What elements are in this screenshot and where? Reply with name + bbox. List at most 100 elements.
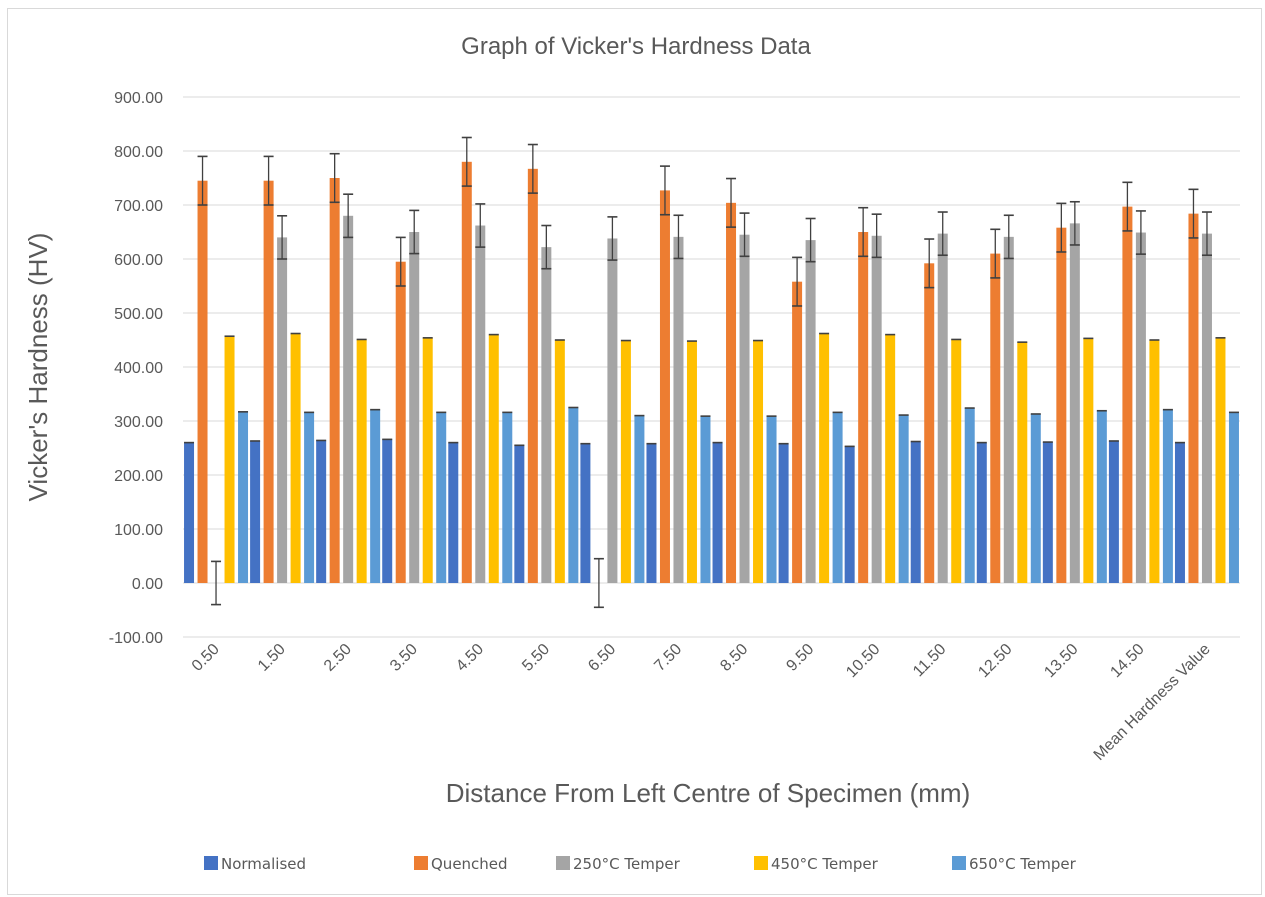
error-bars xyxy=(184,136,1239,609)
bar xyxy=(238,411,249,583)
bar xyxy=(343,215,354,584)
bar xyxy=(304,412,315,583)
bar xyxy=(646,443,657,583)
legend-swatch xyxy=(754,856,768,870)
x-axis-ticks: 0.50 1.50 2.50 3.50 4.50 5.50 6.50 7.50 8.50 9.50… xyxy=(189,641,1214,764)
x-tick-label: 0.50 xyxy=(189,641,223,675)
x-tick-label: 1.50 xyxy=(255,641,289,675)
bar xyxy=(514,445,525,583)
bar xyxy=(527,168,538,583)
x-tick-label: 11.50 xyxy=(910,641,950,681)
bar xyxy=(753,340,764,583)
bar xyxy=(951,339,962,583)
bar xyxy=(1162,409,1173,583)
y-tick-label: 700.00 xyxy=(114,198,163,215)
bar xyxy=(1083,338,1094,583)
bar xyxy=(964,408,975,583)
bar xyxy=(885,334,896,583)
bar xyxy=(329,178,340,583)
legend-label: 650°C Temper xyxy=(969,855,1077,873)
bar xyxy=(778,443,789,583)
bar xyxy=(1228,412,1239,583)
y-tick-label: 600.00 xyxy=(114,252,163,269)
x-tick-label: 7.50 xyxy=(651,641,685,675)
bar xyxy=(1003,236,1014,584)
bar xyxy=(1122,206,1133,583)
bar xyxy=(1201,233,1212,583)
y-tick-label: 500.00 xyxy=(114,306,163,323)
y-axis-ticks: -100.00 0.00 100.00 200.00 300.00 400.00 500.0… xyxy=(109,90,163,647)
bar xyxy=(554,340,565,583)
bar xyxy=(819,333,830,583)
bar xyxy=(1017,342,1028,583)
bar xyxy=(910,441,921,583)
bar xyxy=(184,442,195,583)
bar xyxy=(1108,440,1119,583)
bar xyxy=(1174,442,1185,583)
bar xyxy=(673,236,684,584)
bar xyxy=(1069,223,1080,584)
bar xyxy=(580,443,591,583)
bar xyxy=(712,442,723,583)
bar xyxy=(858,232,869,583)
bar xyxy=(488,334,499,583)
bar xyxy=(1096,410,1107,583)
x-tick-label: 5.50 xyxy=(519,641,553,675)
bar xyxy=(290,333,301,583)
bar xyxy=(898,415,909,583)
bar xyxy=(409,232,420,583)
legend: Normalised Quenched 250°C Temper 450°C Temp… xyxy=(204,855,1077,873)
y-tick-label: 0.00 xyxy=(132,576,163,593)
bar xyxy=(805,240,816,583)
bar xyxy=(1188,213,1199,583)
bar xyxy=(620,340,631,583)
x-tick-label: 3.50 xyxy=(387,641,421,675)
bar xyxy=(607,238,618,584)
bar xyxy=(1030,413,1041,583)
x-tick-label: 9.50 xyxy=(783,641,817,675)
bar xyxy=(844,446,855,583)
bar xyxy=(568,407,579,583)
bar xyxy=(792,281,803,583)
x-tick-label: 2.50 xyxy=(321,641,355,675)
y-tick-label: 300.00 xyxy=(114,414,163,431)
bar xyxy=(263,180,274,583)
legend-swatch xyxy=(952,856,966,870)
chart-title: Graph of Vicker's Hardness Data xyxy=(461,33,811,60)
bar xyxy=(316,440,327,583)
bar xyxy=(1056,227,1067,583)
x-tick-label: 14.50 xyxy=(1107,641,1147,681)
x-tick-label: Mean Hardness Value xyxy=(1091,641,1214,764)
legend-label: 450°C Temper xyxy=(771,855,879,873)
bar xyxy=(924,263,935,583)
x-tick-label: 12.50 xyxy=(975,641,1015,681)
legend-label: Normalised xyxy=(221,855,306,873)
bar xyxy=(1135,232,1146,584)
bar xyxy=(502,412,513,583)
bar xyxy=(461,161,472,584)
bar xyxy=(436,412,447,583)
legend-label: 250°C Temper xyxy=(573,855,681,873)
x-axis-title: Distance From Left Centre of Specimen (m… xyxy=(446,778,971,808)
x-tick-label: 6.50 xyxy=(585,641,619,675)
y-tick-label: 200.00 xyxy=(114,468,163,485)
bar xyxy=(990,253,1001,583)
x-tick-label: 8.50 xyxy=(717,641,751,675)
x-tick-label: 4.50 xyxy=(453,641,487,675)
bar xyxy=(739,234,750,583)
bar xyxy=(766,416,777,583)
y-tick-label: 400.00 xyxy=(114,360,163,377)
bar xyxy=(250,440,261,583)
bar xyxy=(541,247,552,583)
bar xyxy=(832,412,843,583)
legend-swatch xyxy=(414,856,428,870)
legend-swatch xyxy=(204,856,218,870)
bar xyxy=(686,341,697,583)
bar xyxy=(370,409,381,583)
bar xyxy=(871,235,882,583)
bar xyxy=(475,225,486,583)
bar xyxy=(197,180,208,583)
legend-swatch xyxy=(556,856,570,870)
bar xyxy=(356,339,367,583)
